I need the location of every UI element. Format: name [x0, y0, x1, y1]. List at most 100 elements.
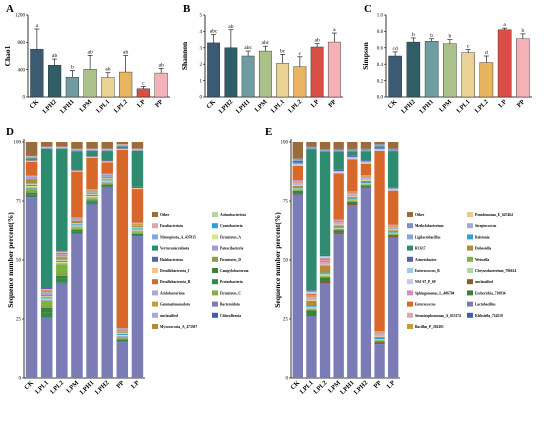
stack-segment — [360, 162, 372, 164]
y-axis-title: Shannon — [180, 41, 189, 70]
stack-segment — [292, 158, 303, 160]
stack-segment — [131, 142, 144, 149]
y-tick-label: 800 — [18, 41, 26, 46]
stack-segment — [71, 234, 83, 378]
stack-segment — [388, 232, 399, 234]
stack-segment — [131, 228, 144, 230]
stack-segment — [388, 148, 399, 150]
y-axis-title: Chao1 — [3, 45, 12, 66]
legend-swatch — [407, 312, 413, 318]
x-tick-label: LPH1 — [79, 379, 96, 396]
stack-segment — [306, 142, 317, 147]
stack-segment — [347, 197, 358, 199]
stack-segment — [388, 224, 399, 226]
stack-segment — [292, 142, 303, 159]
stack-segment — [319, 258, 331, 260]
legend-swatch — [467, 212, 473, 217]
stack-segment — [347, 151, 358, 156]
stack-segment — [25, 158, 38, 160]
stack-segment — [292, 189, 303, 191]
stack-segment — [131, 150, 144, 187]
stack-segment — [56, 252, 68, 254]
stack-segment — [71, 220, 83, 224]
stack-segment — [388, 142, 399, 149]
stack-segment — [40, 292, 53, 294]
stack-segment — [131, 235, 144, 237]
stack-segment — [347, 205, 358, 378]
stack-segment — [388, 233, 399, 235]
stack-segment — [71, 225, 83, 227]
legend-label: Dubosiella — [475, 247, 491, 251]
y-tick-label: 100 — [281, 141, 289, 146]
stack-segment — [306, 297, 317, 299]
stack-segment — [374, 332, 385, 334]
stack-segment — [71, 219, 83, 221]
stack-segment — [40, 290, 53, 292]
stack-segment — [116, 339, 129, 341]
stack-segment — [388, 187, 399, 189]
stack-segment — [306, 316, 317, 317]
legend-swatch — [212, 290, 218, 296]
significance-letter: b — [522, 28, 525, 34]
stack-segment — [360, 149, 372, 152]
stack-segment — [360, 163, 372, 176]
y-tick-label: 3 — [200, 47, 203, 52]
stack-segment — [40, 299, 53, 301]
stack-segment — [56, 250, 68, 252]
stack-segment — [86, 197, 98, 199]
legend-swatch — [467, 290, 473, 296]
legend-swatch — [467, 223, 473, 229]
stack-segment — [40, 148, 53, 289]
stack-segment — [86, 196, 98, 198]
bar — [258, 50, 272, 98]
stack-segment — [333, 226, 344, 228]
stack-segment — [101, 162, 113, 174]
stack-segment — [131, 227, 144, 229]
stack-segment — [360, 161, 372, 163]
stack-segment — [319, 256, 331, 258]
stack-segment — [86, 194, 98, 197]
legend-label: unclassified — [475, 280, 493, 284]
stack-segment — [40, 147, 53, 149]
stack-segment — [25, 193, 38, 195]
stack-segment — [101, 182, 113, 184]
stack-segment — [360, 177, 372, 179]
stack-segment — [347, 205, 358, 206]
stack-segment — [25, 194, 38, 197]
stack-segment — [347, 156, 358, 159]
panel-letter: A — [6, 3, 14, 15]
stack-segment — [25, 184, 38, 187]
stack-segment — [292, 182, 303, 184]
legend: Other Fusobacteriota Nitrospirota_A_437815… — [152, 212, 249, 329]
stack-segment — [347, 159, 358, 192]
stack-segment — [101, 175, 113, 178]
x-tick-label: LPM — [65, 379, 80, 394]
stack-segment — [388, 190, 399, 225]
stack-segment — [306, 309, 317, 311]
stack-segment — [347, 203, 358, 206]
stack-segment — [374, 337, 385, 340]
stack-segment — [71, 169, 83, 171]
stack-segment — [360, 142, 372, 149]
stack-segment — [25, 183, 38, 185]
stack-segment — [374, 145, 385, 147]
stack-segment — [101, 180, 113, 182]
x-tick-label: LPH1 — [339, 379, 356, 396]
legend-label: Methylobacterium — [415, 224, 444, 228]
stack-segment — [131, 233, 144, 236]
panel-letter: C — [364, 3, 372, 15]
stack-segment — [306, 146, 317, 148]
legend-label: Enterococcus_B — [415, 269, 440, 273]
y-tick-label: 50 — [16, 259, 22, 264]
stack-segment — [71, 223, 83, 225]
stack-segment — [360, 178, 372, 180]
legend-swatch — [467, 245, 473, 251]
bar — [83, 69, 97, 98]
stack-segment — [56, 283, 68, 378]
stack-segment — [333, 225, 344, 227]
legend-label: Patescibacteria — [220, 247, 244, 251]
stack-segment — [306, 291, 317, 293]
bar — [154, 72, 168, 98]
stack-segment — [40, 305, 53, 308]
stack-segment — [306, 293, 317, 295]
